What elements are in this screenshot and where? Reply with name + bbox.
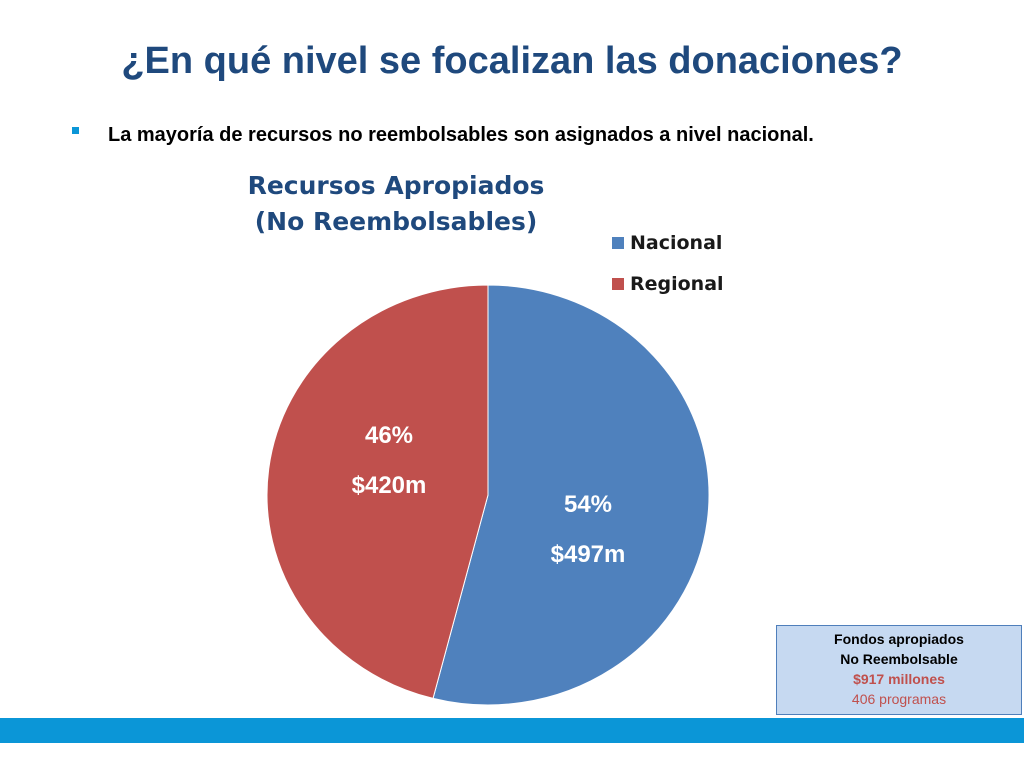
legend-swatch-regional [612, 278, 624, 290]
summary-total: $917 millones [853, 671, 945, 687]
bullet-item: La mayoría de recursos no reembolsables … [72, 120, 980, 150]
pie-slice-nacional [432, 284, 710, 706]
summary-line-1: Fondos apropiados [834, 631, 964, 647]
chart-title: Recursos Apropiados (No Reembolsables) [196, 168, 596, 240]
legend-swatch-nacional [612, 237, 624, 249]
summary-line-2: No Reembolsable [840, 651, 958, 667]
chart-title-line1: Recursos Apropiados [247, 171, 545, 200]
footer-band [0, 718, 1024, 743]
pie-slice-regional [266, 284, 489, 700]
slice-label-nacional: 54% $497m [518, 480, 658, 580]
square-bullet-icon [72, 127, 79, 134]
summary-box: Fondos apropiados No Reembolsable $917 m… [776, 625, 1022, 715]
legend-item-nacional: Nacional [612, 232, 724, 260]
slide-title: ¿En qué nivel se focalizan las donacione… [121, 40, 903, 82]
slice-percent-nacional: 54% [563, 491, 613, 518]
chart-legend: Nacional Regional [612, 232, 724, 314]
slice-value-nacional: $497m [550, 541, 626, 568]
legend-item-regional: Regional [612, 273, 724, 301]
legend-label-nacional: Nacional [630, 232, 723, 254]
slice-percent-regional: 46% [364, 422, 414, 449]
legend-label-regional: Regional [630, 273, 724, 295]
summary-programs: 406 programas [851, 691, 947, 707]
chart-title-line2: (No Reembolsables) [254, 207, 538, 236]
bullet-text: La mayoría de recursos no reembolsables … [108, 124, 814, 146]
slice-value-regional: $420m [351, 472, 427, 499]
slice-label-regional: 46% $420m [319, 411, 459, 511]
